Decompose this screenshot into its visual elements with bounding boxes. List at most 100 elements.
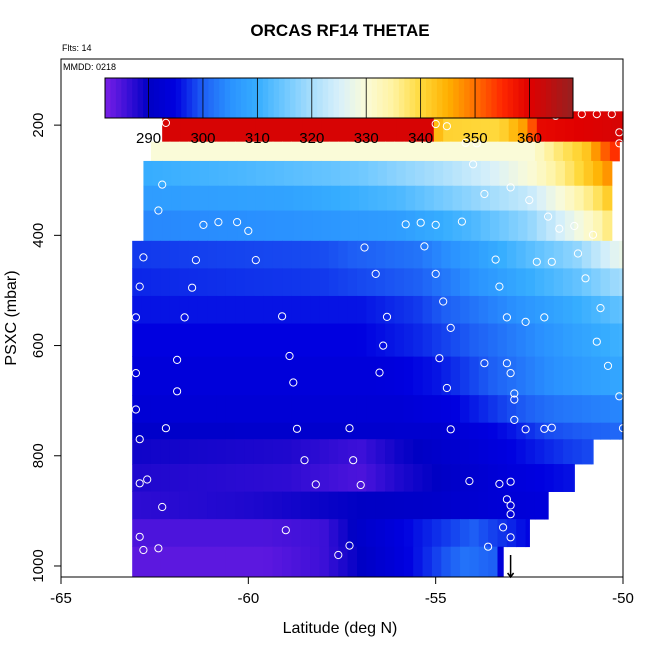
heatmap-cell: [460, 323, 470, 357]
heatmap-cell: [237, 210, 248, 242]
heatmap-cell: [310, 268, 321, 297]
heatmap-cell: [403, 491, 414, 520]
heatmap-cell: [150, 464, 161, 492]
heatmap-cell: [396, 185, 407, 211]
colorbar-segment: [409, 78, 416, 118]
heatmap-cell: [469, 464, 480, 492]
heatmap-cell: [179, 323, 189, 357]
colorbar-segment: [257, 78, 264, 118]
observation-marker: [135, 532, 144, 541]
heatmap-cell: [225, 464, 236, 492]
heatmap-cell: [469, 422, 480, 440]
heatmap-cell: [291, 395, 302, 424]
heatmap-cell: [321, 185, 332, 211]
heatmap-cell: [207, 240, 218, 269]
heatmap-cell: [536, 160, 547, 187]
heatmap-cell: [544, 356, 555, 396]
heatmap-cell: [253, 356, 264, 396]
heatmap-cell: [160, 141, 171, 162]
heatmap-cell: [368, 160, 379, 187]
heatmap-cell: [527, 160, 538, 187]
heatmap-cell: [328, 356, 339, 396]
observation-marker: [607, 110, 616, 119]
y-tick-label: 600: [30, 333, 47, 358]
heatmap-cell: [272, 240, 283, 269]
heatmap-cell: [544, 439, 555, 465]
heatmap-cell: [600, 141, 611, 162]
heatmap-cell: [396, 111, 407, 143]
heatmap-cell: [413, 491, 424, 520]
heatmap-cell: [441, 464, 452, 492]
heatmap-cell: [328, 295, 339, 324]
colorbar-segment: [175, 78, 182, 118]
heatmap-cell: [235, 141, 246, 162]
heatmap-row: [143, 210, 613, 242]
heatmap-cell: [394, 395, 405, 424]
heatmap-cell: [469, 519, 480, 548]
heatmap-cell: [246, 111, 257, 143]
heatmap-cell: [424, 210, 435, 242]
heatmap-cell: [216, 464, 227, 492]
heatmap-cell: [340, 160, 351, 187]
colorbar-segment: [507, 78, 514, 118]
heatmap-cell: [302, 160, 313, 187]
heatmap-cell: [581, 356, 592, 396]
heatmap-cell: [450, 519, 461, 548]
heatmap-cell: [385, 356, 396, 396]
heatmap-cell: [338, 546, 349, 578]
heatmap-cell: [319, 491, 330, 520]
heatmap-cell: [199, 210, 210, 242]
heatmap-cell: [516, 491, 527, 520]
heatmap-cell: [272, 546, 283, 578]
heatmap-cell: [132, 268, 143, 297]
heatmap-cell: [488, 356, 499, 396]
heatmap-cell: [396, 210, 407, 242]
colorbar-segment: [159, 78, 166, 118]
heatmap-cell: [162, 210, 173, 242]
heatmap-cell: [300, 141, 311, 162]
heatmap-cell: [235, 268, 246, 297]
colorbar-segment: [442, 78, 449, 118]
heatmap-cell: [328, 519, 339, 548]
colorbar-segment: [458, 78, 465, 118]
colorbar-segment: [496, 78, 503, 118]
colorbar-segment: [453, 78, 460, 118]
heatmap-cell: [225, 519, 236, 548]
heatmap-cell: [478, 422, 489, 440]
heatmap-cell: [338, 491, 349, 520]
heatmap-cell: [366, 295, 377, 324]
heatmap-cell: [338, 464, 349, 492]
heatmap-cell: [291, 422, 302, 440]
heatmap-cell: [433, 185, 444, 211]
heatmap-cell: [450, 141, 461, 162]
heatmap-cell: [356, 240, 367, 269]
heatmap-cell: [441, 295, 452, 324]
colorbar-segment: [126, 78, 133, 118]
heatmap-cell: [581, 295, 592, 324]
heatmap-cell: [300, 295, 311, 324]
heatmap-cell: [366, 439, 377, 465]
heatmap-cell: [293, 210, 304, 242]
observation-marker: [510, 389, 519, 398]
heatmap-cell: [255, 111, 266, 143]
heatmap-cell: [403, 323, 414, 357]
heatmap-cell: [525, 395, 536, 424]
heatmap-cell: [235, 439, 246, 465]
heatmap-cell: [143, 185, 154, 211]
heatmap-cell: [272, 395, 283, 424]
heatmap-cell: [274, 210, 285, 242]
observation-marker: [401, 220, 410, 229]
observation-marker: [506, 183, 515, 192]
heatmap-cell: [489, 111, 500, 143]
heatmap-cell: [460, 268, 470, 297]
heatmap-cell: [199, 111, 210, 143]
heatmap-layer: [132, 111, 624, 578]
colorbar-segment: [398, 78, 405, 118]
heatmap-cell: [310, 464, 321, 492]
heatmap-cell: [488, 295, 499, 324]
heatmap-cell: [553, 464, 564, 492]
heatmap-cell: [197, 356, 208, 396]
heatmap-cell: [527, 111, 538, 143]
heatmap-cell: [282, 268, 293, 297]
heatmap-cell: [497, 356, 508, 396]
